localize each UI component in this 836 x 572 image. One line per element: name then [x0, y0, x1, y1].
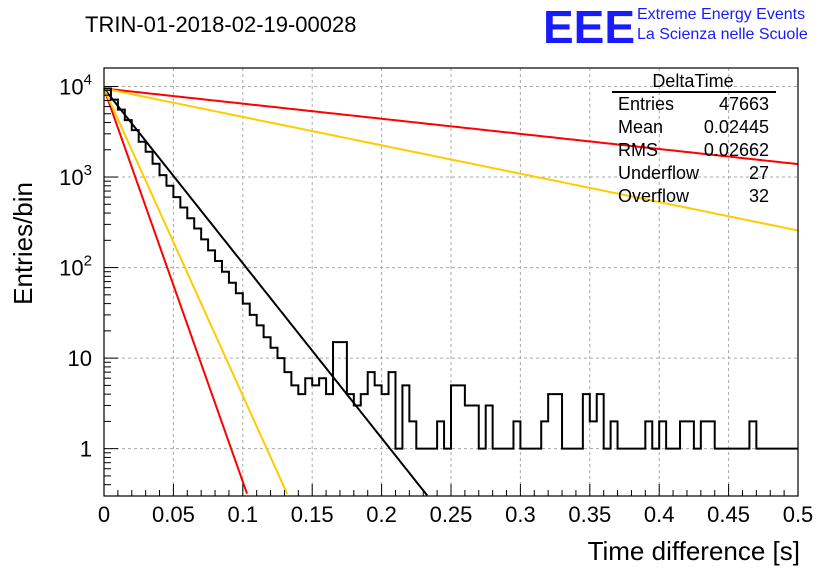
fit-curve: [103, 87, 799, 232]
stats-title: DeltaTime: [652, 71, 733, 91]
logo-letters: EEE: [543, 1, 635, 53]
y-tick-label: 1: [80, 437, 92, 462]
stats-box: DeltaTime Entries 47663 Mean 0.02445 RMS 0.02…: [612, 71, 776, 206]
stats-label: Overflow: [618, 186, 690, 206]
x-tick-label: 0.2: [366, 502, 397, 527]
x-tick-label: 0.35: [568, 502, 611, 527]
fit-curve: [103, 88, 289, 495]
stats-value: 47663: [719, 94, 769, 114]
fit-curve: [103, 88, 248, 494]
x-tick-label: 0.05: [152, 502, 195, 527]
y-tick-label: 103: [59, 162, 92, 190]
stats-value: 32: [749, 186, 769, 206]
y-axis-label: Entries/bin: [8, 182, 38, 305]
fit-curve: [103, 87, 428, 497]
x-tick-label: 0.1: [228, 502, 259, 527]
x-tick-label: 0.15: [291, 502, 334, 527]
stats-label: Mean: [618, 117, 663, 137]
stats-value: 0.02445: [704, 117, 769, 137]
x-tick-label: 0.45: [707, 502, 750, 527]
stats-label: Entries: [618, 94, 674, 114]
logo-line1: Extreme Energy Events: [637, 6, 805, 23]
chart-title: TRIN-01-2018-02-19-00028: [85, 12, 357, 37]
y-tick-labels: 1 10 102 103 104: [59, 71, 92, 461]
x-axis-label: Time difference [s]: [588, 536, 800, 566]
y-tick-label: 10: [68, 346, 92, 371]
stats-label: RMS: [618, 140, 658, 160]
stats-value: 0.02662: [704, 140, 769, 160]
x-tick-label: 0.3: [505, 502, 536, 527]
eee-logo: EEE Extreme Energy Events La Scienza nel…: [543, 1, 808, 53]
histogram-series: [104, 87, 798, 450]
fit-curves: [103, 87, 799, 497]
fit-curve: [103, 87, 799, 166]
stats-label: Underflow: [618, 163, 700, 183]
y-tick-label: 104: [59, 71, 92, 99]
x-tick-label: 0.25: [430, 502, 473, 527]
logo-line2: La Scienza nelle Scuole: [637, 26, 808, 43]
y-tick-label: 102: [59, 253, 92, 281]
stats-rows: Entries 47663 Mean 0.02445 RMS 0.02662Underfl…: [618, 94, 769, 206]
x-tick-labels: 0 0.05 0.1 0.15 0.2 0.25 0.3 0.35 0.4 0.45 0.5: [98, 502, 813, 527]
x-tick-label: 0.5: [783, 502, 814, 527]
x-tick-label: 0: [98, 502, 110, 527]
x-tick-label: 0.4: [644, 502, 675, 527]
axis-ticks: [103, 85, 799, 497]
stats-value: 27: [749, 163, 769, 183]
